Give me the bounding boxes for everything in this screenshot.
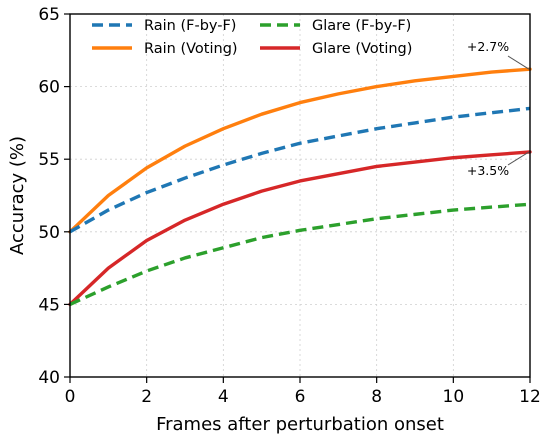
x-tick-label: 6: [295, 387, 306, 407]
legend: Rain (F-by-F) Glare (F-by-F) Rain (Voting)…: [92, 18, 412, 57]
series-line-glare-f-by-f: [69, 202, 531, 306]
y-tick-label: 65: [38, 5, 60, 25]
x-tick-label: 10: [443, 387, 465, 407]
annotation-arrow: [507, 55, 530, 70]
annotation-label: +3.5%: [467, 163, 509, 178]
annotations: +2.7% +3.5%: [467, 39, 530, 178]
x-tick-label: 8: [371, 387, 382, 407]
y-tick-label: 55: [38, 150, 60, 170]
y-tick-label: 40: [38, 368, 60, 388]
series-line-glare-voting: [68, 150, 532, 307]
x-tick-label: 0: [65, 387, 76, 407]
x-axis-title: Frames after perturbation onset: [156, 414, 444, 435]
y-axis-title: Accuracy (%): [7, 136, 28, 255]
y-tick-label: 50: [38, 223, 60, 243]
y-tick-label: 45: [38, 295, 60, 315]
x-tick-label: 12: [519, 387, 541, 407]
annotation-arrow: [507, 151, 530, 166]
x-tick-label: 2: [141, 387, 152, 407]
annotation-label: +2.7%: [467, 39, 509, 54]
legend-label: Rain (Voting): [144, 41, 238, 57]
legend-label: Glare (Voting): [312, 41, 412, 57]
axis-ticks: 0 2 4 6 8 10 12 40 45 50 55 60 65: [38, 5, 540, 407]
legend-label: Rain (F-by-F): [144, 18, 236, 34]
series-line-rain-f-by-f: [69, 106, 531, 234]
y-tick-label: 60: [38, 78, 60, 98]
x-tick-label: 4: [218, 387, 229, 407]
legend-label: Glare (F-by-F): [312, 18, 411, 34]
plot-series: [68, 67, 532, 307]
series-line-rain-voting: [68, 67, 532, 234]
